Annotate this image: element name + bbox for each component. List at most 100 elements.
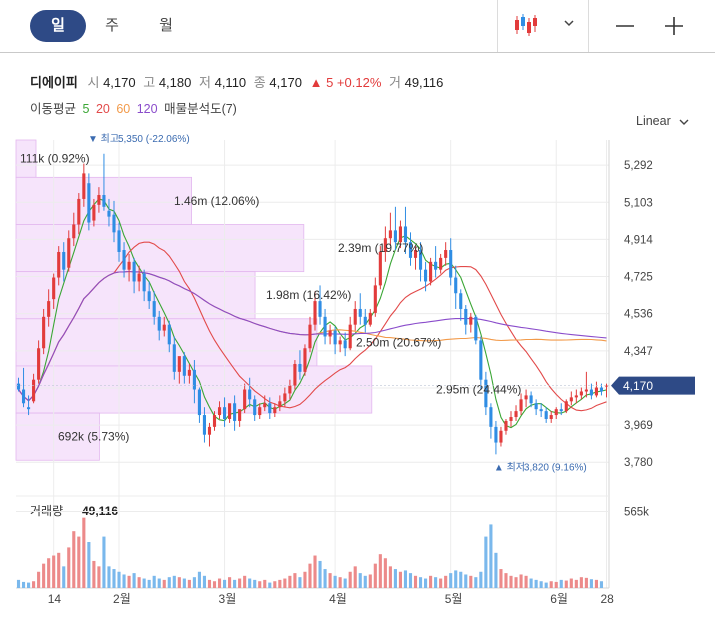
- volume-bar: [16, 579, 21, 588]
- candle-body: [584, 389, 588, 392]
- candle-body: [42, 316, 46, 349]
- y-tick-label: 3,969: [624, 420, 653, 432]
- candle-body: [323, 316, 327, 337]
- y-tick-label: 4,536: [624, 309, 653, 321]
- candle-body: [464, 308, 468, 325]
- candle-body: [238, 409, 242, 421]
- candle-body: [228, 403, 232, 419]
- candle-body: [499, 430, 503, 443]
- candle-body: [519, 399, 523, 412]
- volume-bar: [524, 575, 528, 588]
- scale-mode-select[interactable]: Linear: [636, 114, 690, 128]
- y-tick-label: 4,725: [624, 272, 653, 284]
- candle-body: [529, 395, 533, 404]
- low-value: 4,110: [214, 75, 247, 90]
- volume-bar: [444, 575, 448, 588]
- candle-body: [398, 226, 403, 243]
- candle-body: [273, 407, 277, 414]
- candle-body: [353, 308, 357, 325]
- volume-bar: [549, 581, 553, 588]
- ma-label: 이동평균: [30, 102, 77, 116]
- plus-icon[interactable]: [660, 12, 688, 40]
- volume-bar: [459, 571, 463, 588]
- candle-body: [117, 230, 121, 252]
- current-price-label: 4,170: [623, 379, 653, 393]
- volume-profile-label: 1.98m (16.42%): [266, 288, 351, 302]
- candle-body: [182, 356, 186, 376]
- candle-body: [187, 369, 191, 376]
- volume-bar: [248, 578, 252, 588]
- candle-body: [454, 277, 458, 294]
- candle-body: [142, 273, 146, 292]
- candle-body: [318, 301, 322, 317]
- volume-bar: [504, 573, 508, 588]
- candle-body: [373, 285, 377, 313]
- minus-icon[interactable]: [611, 12, 639, 40]
- tab-daily[interactable]: 일: [30, 10, 86, 42]
- candle-body: [554, 409, 558, 416]
- min-marker-label: ▲ 최저: [494, 461, 525, 473]
- candle-body: [474, 316, 478, 341]
- low-label: 저: [199, 75, 211, 90]
- candle-body: [514, 411, 518, 418]
- candle-body: [222, 407, 227, 419]
- candle-body: [132, 261, 136, 282]
- volume-bar: [298, 577, 302, 588]
- candle-body: [594, 387, 598, 396]
- volume-bar: [574, 579, 578, 588]
- volume-bar: [122, 574, 126, 588]
- candle-body: [298, 363, 302, 372]
- volume-label: 거: [389, 75, 401, 90]
- candle-body: [424, 269, 428, 282]
- volume-bar: [192, 577, 196, 588]
- x-tick-label: 14: [48, 592, 62, 606]
- volume-bar: [283, 578, 287, 588]
- volume-bar: [489, 524, 493, 588]
- toolbar: 일 주 월: [0, 0, 715, 53]
- max-marker-label: ▼ 최고: [88, 133, 119, 145]
- candle-body: [504, 420, 508, 431]
- candle-body: [434, 261, 438, 270]
- ma-5-line: [18, 198, 607, 429]
- candle-body: [539, 409, 543, 412]
- candle-body: [579, 391, 583, 396]
- volume-bar: [217, 578, 222, 588]
- volume-bar: [429, 575, 433, 588]
- volume-bar: [243, 575, 247, 588]
- candle-body: [484, 379, 488, 408]
- y-tick-label: 4,914: [624, 234, 653, 246]
- volume-bar: [162, 579, 166, 588]
- volume-bar: [544, 582, 548, 588]
- volume-bar: [222, 579, 227, 588]
- candle-body: [217, 407, 222, 416]
- volume-bar: [378, 554, 382, 588]
- close-value: 4,170: [269, 75, 302, 90]
- volume-bar: [323, 569, 327, 588]
- x-tick-label: 2월: [113, 592, 131, 606]
- candle-body: [604, 385, 609, 387]
- tab-monthly[interactable]: 월: [159, 17, 173, 34]
- indicator-legend[interactable]: 이동평균 5 20 60 120 매물분석도(7): [30, 98, 240, 117]
- volume-bar: [554, 581, 558, 588]
- candlestick-icon[interactable]: [512, 12, 542, 38]
- stock-name: 디에이피: [30, 75, 78, 90]
- candle-body: [544, 411, 548, 419]
- volume-bar: [92, 560, 96, 588]
- candle-body: [152, 301, 156, 317]
- candle-body: [72, 224, 76, 239]
- volume-profile-band: [15, 318, 318, 367]
- candle-body: [107, 210, 111, 217]
- candle-body: [378, 251, 382, 286]
- volume-profile-label: 1.46m (12.06%): [174, 194, 259, 208]
- volume-bar: [353, 566, 357, 588]
- candle-body: [253, 399, 257, 416]
- candle-body: [162, 324, 166, 331]
- volume-profile-label: 매물분석도(7): [164, 102, 237, 116]
- tab-weekly[interactable]: 주: [105, 17, 119, 34]
- volume-bar: [363, 575, 367, 588]
- candle-body: [47, 301, 51, 317]
- candle-body: [263, 403, 267, 408]
- candle-body: [449, 250, 453, 278]
- chevron-down-icon[interactable]: [562, 16, 576, 30]
